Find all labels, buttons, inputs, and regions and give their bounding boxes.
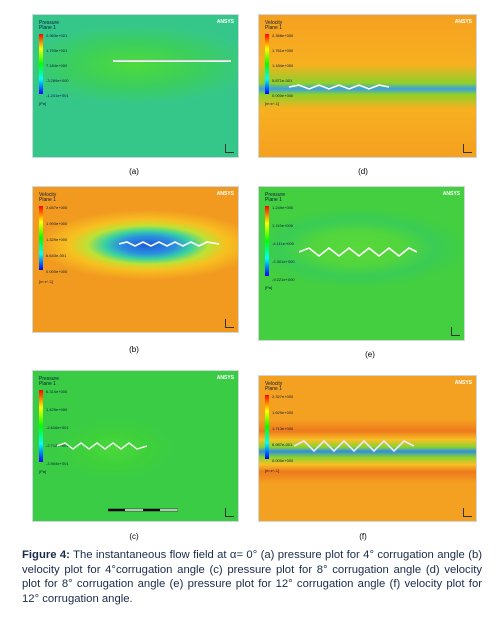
panel-a-pressure-plot: Pressure Plane 1 2.983e+001 1.793e+001 7…	[32, 14, 239, 158]
tick-label: 5.871e-001	[272, 78, 293, 83]
tick-label: 1.329e+000	[46, 237, 68, 242]
tick-label: -3.904e+001	[46, 461, 69, 466]
panel-f-velocity-plot: Velocity Plane 1 2.327e+000 1.629e+000 1…	[258, 375, 477, 522]
legend-title: Pressure	[39, 376, 60, 382]
tick-label: -9.221e+000	[272, 277, 295, 282]
ansys-logo: ANSYS	[216, 191, 234, 197]
legend-plane: Plane 1	[265, 25, 282, 31]
corrugated-plate	[113, 57, 231, 65]
tick-label: 6.314e+000	[46, 389, 68, 394]
tick-label: 1.993e+000	[46, 221, 68, 226]
corrugated-plate	[57, 441, 147, 451]
tick-label: 1.119e+000	[272, 223, 293, 228]
color-bar	[265, 395, 269, 459]
tick-label: 0.000e+000	[46, 269, 68, 274]
tick-label: -3.289e+000	[46, 78, 69, 83]
axis-triad	[225, 508, 234, 517]
legend-plane: Plane 1	[265, 197, 282, 203]
tick-label: 2.657e+000	[46, 205, 68, 210]
panel-label-b: (b)	[129, 345, 139, 354]
legend-d: Velocity Plane 1 2.368e+000 1.761e+000 1…	[265, 20, 293, 106]
unit-label: [m s^-1]	[265, 468, 280, 473]
tick-label: 6.643e-001	[46, 253, 67, 258]
ansys-logo: ANSYS	[454, 19, 472, 25]
caption-text: The instantaneous flow field at α= 0° (a…	[22, 549, 483, 605]
tick-label: -2.301e+000	[272, 259, 295, 264]
ansys-logo: ANSYS	[442, 191, 460, 197]
tick-label: 2.327e+000	[272, 394, 294, 399]
ansys-logo: ANSYS	[454, 380, 472, 386]
tick-label: -1.241e+001	[46, 93, 69, 98]
legend-title: Pressure	[39, 20, 60, 26]
panel-d-velocity-plot: Velocity Plane 1 2.368e+000 1.761e+000 1…	[258, 14, 477, 158]
panel-e-pressure-plot: Pressure Plane 1 1.249e+000 1.119e+000 -…	[258, 186, 465, 341]
tick-label: 1.793e+001	[46, 48, 68, 53]
panel-label-c: (c)	[129, 532, 139, 541]
scale-bar	[108, 507, 178, 513]
color-bar	[39, 34, 43, 94]
axis-triad	[463, 144, 472, 153]
tick-label: 0.000e+000	[272, 93, 294, 98]
tick-label: 1.429e+000	[46, 407, 68, 412]
corrugated-plate	[294, 438, 414, 454]
legend-plane: Plane 1	[39, 197, 56, 203]
axis-triad	[225, 144, 234, 153]
panel-label-a: (a)	[129, 167, 139, 176]
unit-label: [Pa]	[39, 101, 47, 106]
color-bar	[39, 390, 43, 462]
panel-label-f: (f)	[359, 532, 367, 541]
axis-triad	[451, 327, 460, 336]
corrugated-plate	[119, 239, 219, 249]
tick-label: 2.368e+000	[272, 33, 294, 38]
panel-c-pressure-plot: Pressure Plane 1 6.314e+000 1.429e+000 -…	[32, 370, 239, 522]
legend-title: Velocity	[265, 20, 283, 26]
unit-label: [Pa]	[265, 285, 273, 290]
corrugated-plate	[299, 245, 417, 259]
tick-label: -4.111e+000	[272, 241, 294, 246]
tick-label: 7.184e+000	[46, 63, 68, 68]
legend-title: Pressure	[265, 192, 286, 198]
color-bar	[265, 34, 269, 94]
tick-label: 6.987e-001	[272, 442, 293, 447]
legend-plane: Plane 1	[265, 386, 282, 392]
unit-label: [Pa]	[39, 469, 47, 474]
tick-label: 0.000e+000	[272, 458, 294, 463]
tick-label: -2.616e+001	[46, 425, 69, 430]
tick-label: 1.184e+000	[272, 63, 294, 68]
tick-label: 1.761e+000	[272, 48, 294, 53]
legend-plane: Plane 1	[39, 381, 56, 387]
legend-e: Pressure Plane 1 1.249e+000 1.119e+000 -…	[265, 192, 295, 290]
corrugated-plate	[289, 82, 389, 92]
axis-triad	[225, 319, 234, 328]
ansys-logo: ANSYS	[216, 375, 234, 381]
unit-label: [m s^-1]	[265, 101, 280, 106]
legend-f: Velocity Plane 1 2.327e+000 1.629e+000 1…	[265, 381, 293, 473]
axis-triad	[463, 508, 472, 517]
figure-caption: Figure 4: The instantaneous flow field a…	[22, 548, 482, 606]
panel-b-velocity-plot: Velocity Plane 1 2.657e+000 1.993e+000 1…	[32, 186, 239, 333]
panel-label-e: (e)	[365, 350, 375, 359]
color-bar	[265, 206, 269, 276]
tick-label: 1.713e+000	[272, 426, 294, 431]
tick-label: 1.629e+000	[272, 410, 294, 415]
tick-label: 2.983e+001	[46, 33, 68, 38]
panel-label-d: (d)	[358, 167, 368, 176]
legend-plane: Plane 1	[39, 25, 56, 31]
legend-b: Velocity Plane 1 2.657e+000 1.993e+000 1…	[39, 192, 67, 284]
figure-label: Figure 4:	[22, 549, 70, 561]
legend-title: Velocity	[265, 381, 283, 387]
unit-label: [m s^-1]	[39, 279, 54, 284]
color-bar	[39, 206, 43, 270]
legend-c: Pressure Plane 1 6.314e+000 1.429e+000 -…	[39, 376, 69, 474]
legend-a: Pressure Plane 1 2.983e+001 1.793e+001 7…	[39, 20, 69, 106]
ansys-logo: ANSYS	[216, 19, 234, 25]
tick-label: 1.249e+000	[272, 205, 294, 210]
legend-title: Velocity	[39, 192, 57, 198]
